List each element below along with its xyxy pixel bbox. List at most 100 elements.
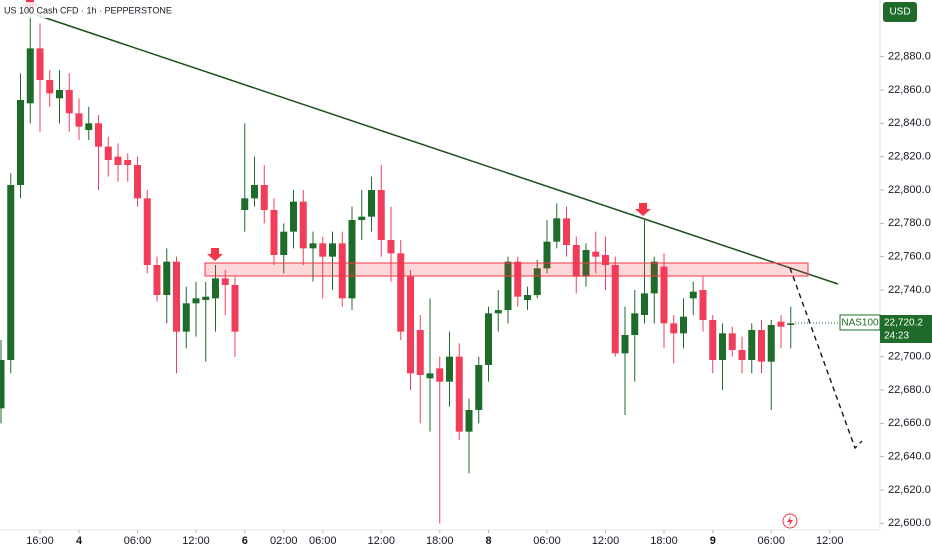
candle-body: [455, 356, 463, 432]
candle-body: [260, 185, 268, 210]
candle-body: [748, 330, 756, 360]
y-tick-label: 22,840.0: [888, 117, 931, 129]
candle-body: [543, 241, 551, 269]
y-tick-label: 22,760.0: [888, 251, 931, 263]
candle-body: [592, 251, 600, 257]
candle-body: [719, 333, 726, 360]
candle-body: [56, 90, 63, 99]
x-tick-label: 12:00: [182, 535, 210, 547]
y-tick-label: 22,680.0: [888, 384, 931, 396]
candle-body: [524, 295, 531, 300]
x-tick-label: 02:00: [270, 535, 298, 547]
candle-body: [572, 245, 580, 277]
candle-body: [777, 321, 785, 327]
candle-body: [368, 190, 375, 217]
candle-body: [26, 48, 34, 104]
candle-body: [631, 313, 639, 335]
candle-body: [251, 185, 258, 199]
candle-body: [319, 243, 327, 257]
candle-body: [124, 160, 132, 165]
candle-body: [46, 80, 54, 94]
candle-body: [787, 323, 795, 325]
candle-body: [221, 278, 229, 285]
candle-body: [114, 156, 122, 165]
resistance-zone: [204, 262, 809, 277]
candle-body: [153, 265, 161, 295]
candle-body: [699, 290, 707, 320]
arrow-marker: [207, 248, 223, 261]
candle-body: [290, 201, 297, 232]
x-tick-label: 4: [76, 535, 83, 547]
candle-body: [494, 310, 502, 314]
title-bg: [0, 2, 165, 18]
candle-body: [280, 231, 288, 255]
candle-body: [426, 373, 434, 379]
x-tick-label: 06:00: [309, 535, 337, 547]
x-tick-label: 9: [710, 535, 716, 547]
candle-body: [728, 333, 736, 350]
candle-body: [387, 240, 395, 254]
candle-body: [641, 293, 648, 315]
candle-body: [309, 243, 317, 249]
y-tick-label: 22,700.0: [888, 351, 931, 363]
chart-title: US 100 Cash CFD · 1h · PEPPERSTONE: [4, 5, 172, 15]
y-tick-label: 22,800.0: [888, 184, 931, 196]
trend-line: [27, 11, 839, 285]
candle-body: [192, 298, 200, 304]
y-tick-label: 22,660.0: [888, 417, 931, 429]
candle-body: [7, 185, 15, 360]
candle-body: [143, 198, 151, 265]
candle-body: [85, 123, 93, 130]
candle-body: [338, 243, 346, 299]
candle-body: [758, 330, 765, 362]
candle-body: [514, 261, 522, 297]
candles: [0, 15, 795, 524]
candle-body: [397, 253, 405, 332]
candle-body: [709, 320, 717, 360]
candle-body: [416, 330, 424, 375]
countdown: 24:23: [884, 331, 909, 342]
candle-body: [65, 90, 73, 114]
y-tick-label: 22,780.0: [888, 217, 931, 229]
projection-path: [789, 267, 863, 450]
x-tick-label: 6: [242, 535, 248, 547]
candle-body: [475, 365, 483, 410]
y-tick-label: 22,620.0: [888, 484, 931, 496]
x-tick-label: 12:00: [816, 535, 844, 547]
candle-body: [182, 303, 190, 332]
candle-body: [270, 210, 278, 255]
candle-body: [75, 113, 83, 127]
candle-body: [533, 268, 541, 295]
candle-body: [602, 255, 609, 265]
candle-body: [670, 323, 678, 334]
candle-body: [738, 350, 746, 360]
x-tick-label: 12:00: [592, 535, 620, 547]
candle-body: [680, 316, 687, 334]
candle-body: [621, 335, 629, 354]
candle-body: [436, 368, 444, 382]
currency-label: USD: [889, 7, 910, 18]
candle-body: [767, 325, 775, 362]
y-tick-label: 22,600.0: [888, 517, 931, 529]
candle-body: [134, 165, 141, 199]
candle-body: [377, 190, 385, 240]
candle-body: [163, 261, 171, 295]
candle-body: [241, 198, 249, 210]
candle-body: [104, 146, 112, 160]
currency-badge: [883, 2, 917, 22]
candle-body: [407, 276, 414, 374]
x-tick-label: 06:00: [533, 535, 561, 547]
candle-body: [689, 291, 697, 299]
arrow-marker: [635, 203, 651, 216]
x-tick-label: 12:00: [367, 535, 395, 547]
x-tick-label: 06:00: [757, 535, 785, 547]
y-tick-label: 22,640.0: [888, 451, 931, 463]
candle-body: [173, 261, 180, 332]
candle-body: [95, 123, 102, 147]
candle-body: [348, 220, 356, 299]
event-icon: [782, 513, 798, 529]
candle-body: [202, 296, 210, 300]
event-icon-bolt: [787, 516, 793, 526]
candle-body: [36, 48, 44, 80]
candle-body: [17, 100, 24, 185]
